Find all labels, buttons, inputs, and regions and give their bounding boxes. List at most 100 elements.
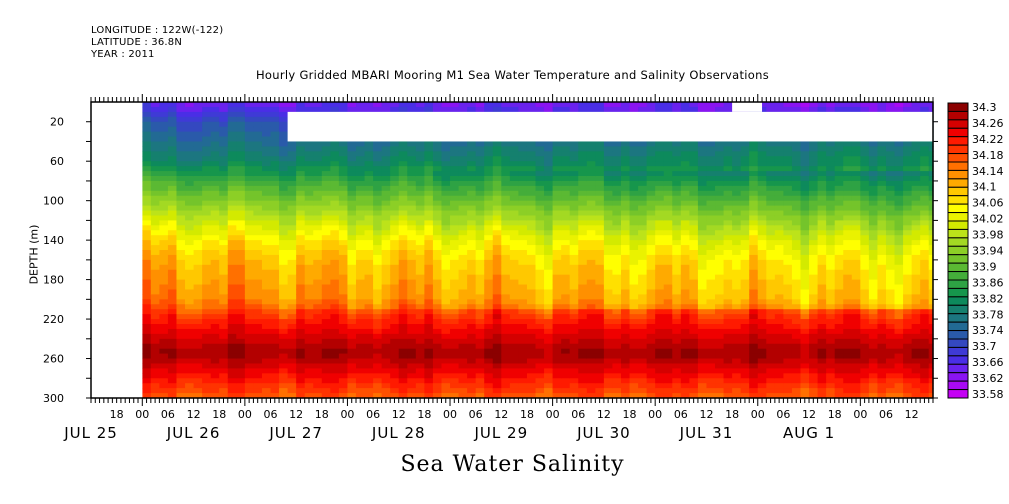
heatmap-cell [561,314,571,320]
heatmap-cell [552,190,562,197]
heatmap-cell [287,210,297,217]
heatmap-cell [561,235,571,241]
heatmap-cell [159,393,169,399]
heatmap-cell [261,136,272,143]
heatmap-cell [638,190,648,197]
heatmap-cell [193,279,203,286]
heatmap-cell [150,383,160,389]
heatmap-cell [689,383,699,389]
heatmap-cell [441,348,451,355]
heatmap-cell [398,274,408,281]
heatmap-cell [697,254,708,261]
heatmap-cell [663,388,673,394]
heatmap-cell [603,353,614,360]
heatmap-cell [655,348,665,355]
heatmap-cell [279,358,289,365]
heatmap-cell [612,146,622,152]
heatmap-cell [338,200,349,207]
heatmap-cell [603,210,614,217]
heatmap-cell [749,373,759,379]
heatmap-cell [834,348,844,355]
heatmap-cell [244,250,255,256]
heatmap-cell [364,319,374,325]
heatmap-cell [646,324,656,330]
heatmap-cell [458,210,468,217]
heatmap-cell [783,338,793,345]
heatmap-cell [518,383,528,389]
heatmap-cell [509,210,520,217]
heatmap-cell [492,319,502,325]
heatmap-cell [800,146,810,152]
heatmap-cell [638,156,648,162]
heatmap-cell [706,294,716,300]
heatmap-cell [304,368,314,374]
heatmap-cell [723,358,733,365]
heatmap-cell [193,250,203,256]
heatmap-cell [287,106,297,113]
heatmap-cell [843,141,853,147]
heatmap-cell [663,368,673,374]
heatmap-cell [313,299,323,305]
heatmap-cell [809,106,819,113]
heatmap-cell [492,146,502,152]
heatmap-cell [185,141,195,147]
heatmap-cell [227,299,237,305]
heatmap-cell [270,166,280,172]
heatmap-cell [415,102,425,108]
heatmap-cell [732,151,742,157]
heatmap-cell [210,111,220,118]
heatmap-cell [424,348,434,355]
heatmap-cell [381,338,391,345]
heatmap-cell [518,225,528,231]
heatmap-cell [167,328,178,335]
heatmap-cell [381,274,391,281]
heatmap-cell [509,353,520,360]
heatmap-cell [757,220,767,226]
heatmap-cell [279,353,289,360]
heatmap-cell [492,141,502,147]
heatmap-cell [338,264,349,271]
heatmap-cell [415,338,425,345]
heatmap-cell [689,284,699,291]
heatmap-cell [227,210,237,217]
heatmap-cell [791,176,802,182]
heatmap-cell [458,235,468,241]
heatmap-cell [492,368,502,374]
heatmap-cell [432,388,443,394]
heatmap-cell [236,205,246,212]
heatmap-cell [432,353,443,360]
heatmap-cell [150,156,160,162]
heatmap-cell [150,151,160,157]
heatmap-cell [800,230,810,236]
heatmap-cell [142,353,152,360]
heatmap-cell [595,185,605,192]
heatmap-cell [595,333,605,340]
heatmap-cell [467,220,477,226]
heatmap-cell [817,299,827,305]
heatmap-cell [544,353,554,360]
heatmap-cell [826,102,836,108]
heatmap-cell [757,156,767,162]
heatmap-cell [526,106,537,113]
heatmap-cell [526,393,537,399]
heatmap-cell [167,279,178,286]
heatmap-cell [467,235,477,241]
heatmap-cell [270,205,280,212]
heatmap-cell [484,324,494,330]
heatmap-cell [757,205,767,212]
heatmap-cell [441,190,451,197]
heatmap-cell [390,185,400,192]
heatmap-cell [561,215,571,221]
heatmap-cell [783,333,793,340]
heatmap-cell [843,269,853,276]
heatmap-cell [783,393,793,399]
heatmap-cell [535,294,545,300]
heatmap-cell [219,151,229,157]
heatmap-cell [390,383,400,389]
heatmap-cell [492,289,502,295]
heatmap-cell [321,200,331,207]
heatmap-cell [672,314,682,320]
heatmap-cell [261,195,272,202]
heatmap-cell [159,220,169,226]
heatmap-cell [390,210,400,217]
